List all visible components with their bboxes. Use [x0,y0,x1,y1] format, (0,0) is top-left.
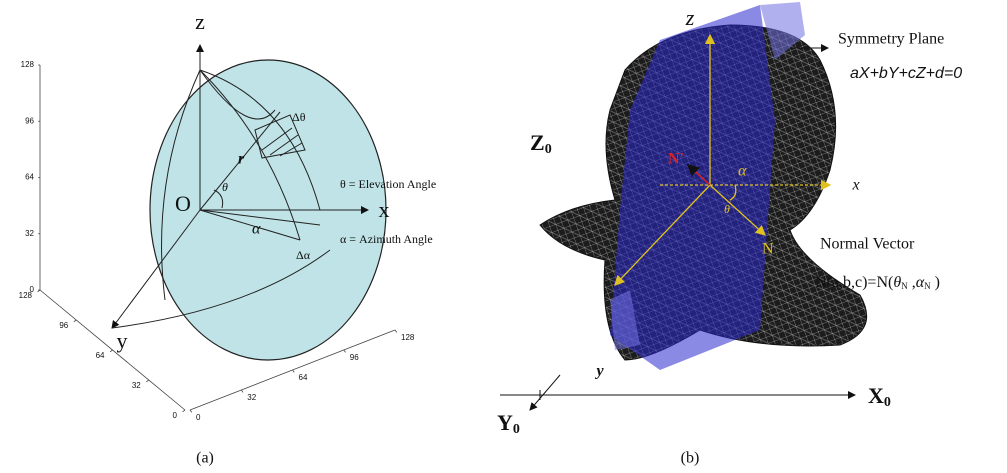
axis-label: z [685,5,695,30]
frame-label-main: Y [497,410,513,435]
formula-part: ) [931,274,940,291]
formula-part: θ [893,274,901,291]
tick-mark [146,380,148,382]
tick-label: 64 [96,351,105,360]
tick-label: 96 [25,116,34,125]
angle-label: α [252,221,261,238]
legend-text: θ = Elevation Angle [340,177,436,191]
caption: (b) [681,450,700,467]
tick-mark [395,330,397,332]
frame-label: Z0 [530,130,552,157]
plane-equation: aX+bY+cZ+d=0 [850,65,962,82]
tick-label: 0 [196,413,201,422]
tick-label: 96 [59,321,68,330]
tick-label: 32 [247,393,256,402]
panel-a: z x y O r θ α Δθ Δα θ = Elevation Angle … [19,9,437,467]
legend-text: α = Azimuth Angle [340,232,433,246]
axis-label: x [379,197,390,222]
annotation: Normal Vector [820,236,915,253]
vector-label: N [762,241,774,258]
tick-label: 128 [19,291,33,300]
tick-label: 0 [173,411,178,420]
normal-formula: N(a,b,c)=N(θN ,αN ) [815,274,940,291]
tick-label: 64 [299,373,308,382]
axis-label: z [195,9,205,34]
angle-label: θ [222,180,228,194]
frame-label-sub: 0 [545,142,552,157]
formula-part: N(a,b,c)=N( [815,274,893,291]
caption: (a) [196,450,214,467]
tick-label: 32 [132,381,141,390]
frame-label-sub: 0 [884,395,891,410]
axis-label: x [851,177,859,194]
angle-label: Δα [296,248,311,262]
vector-label: N' [668,151,684,168]
frame-label-main: Z [530,130,545,155]
axis-label: y [117,328,128,353]
tick-label: 128 [21,60,35,69]
figure: z x y O r θ α Δθ Δα θ = Elevation Angle … [0,0,1007,473]
tick-label: 32 [25,229,34,238]
tick-mark [190,410,192,412]
angle-label: Δθ [292,110,306,124]
frame-label-main: X [868,383,884,408]
tick-mark [241,390,243,392]
tick-mark [110,350,112,352]
tick-mark [293,370,295,372]
annotation: Symmetry Plane [838,31,944,48]
frame-axis [530,375,560,410]
origin-label: O [175,191,191,216]
tick-mark [74,320,76,322]
tick-label: 96 [350,353,359,362]
tick-mark [183,410,185,412]
angle-label: α [738,163,747,180]
tick-mark [344,350,346,352]
frame-label-sub: 0 [513,422,520,437]
formula-part: , [908,274,916,291]
panel-b: z x y Z0 X0 Y0 N' N α θ Symmetry Plane a… [497,2,962,467]
tick-label: 64 [25,173,34,182]
tick-label: 128 [401,333,415,342]
frame-label: X0 [868,383,891,410]
frame-label: Y0 [497,410,520,437]
radius-label: r [238,151,245,168]
axis-label: y [594,363,604,380]
angle-label: θ [724,202,730,216]
